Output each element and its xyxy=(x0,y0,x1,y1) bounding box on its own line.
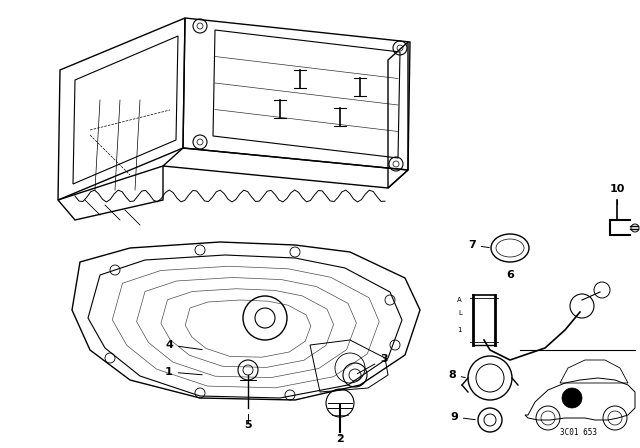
Text: 7: 7 xyxy=(468,240,489,250)
Text: 6: 6 xyxy=(506,270,514,280)
Text: 10: 10 xyxy=(609,184,625,194)
Text: 3C01 653: 3C01 653 xyxy=(559,428,596,437)
Text: 8: 8 xyxy=(448,370,465,380)
Text: A: A xyxy=(457,297,462,303)
Text: 5: 5 xyxy=(244,420,252,430)
Circle shape xyxy=(562,388,582,408)
Text: 4: 4 xyxy=(165,340,202,350)
Text: 3: 3 xyxy=(357,354,388,374)
Text: 2: 2 xyxy=(336,434,344,444)
Text: 1: 1 xyxy=(165,367,202,377)
Text: 1: 1 xyxy=(458,327,462,333)
Text: L: L xyxy=(458,310,462,316)
Text: 9: 9 xyxy=(450,412,476,422)
